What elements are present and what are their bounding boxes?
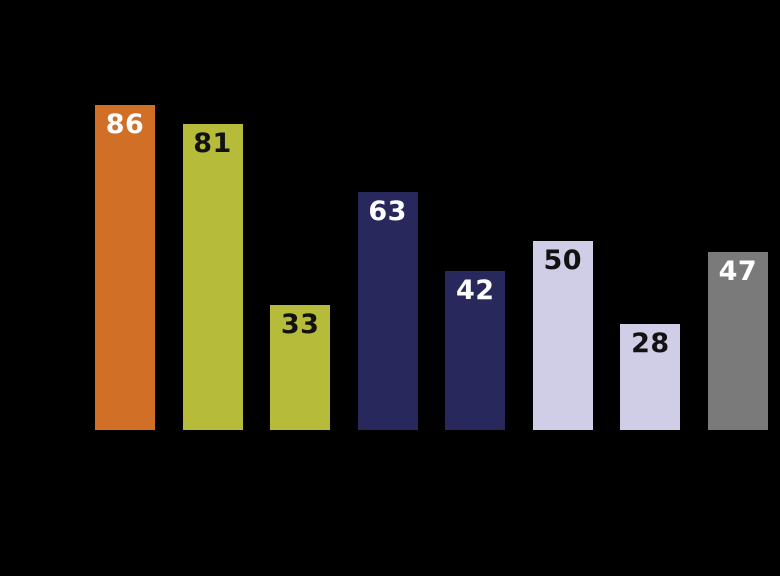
bar: 28 <box>620 324 681 430</box>
bar-value-label: 86 <box>105 109 145 140</box>
bar-value-label: 42 <box>455 275 495 306</box>
bar: 33 <box>270 305 331 430</box>
bar-value-label: 47 <box>718 256 758 287</box>
bar: 63 <box>357 192 418 430</box>
bar-value-label: 33 <box>280 309 320 340</box>
bar-value-label: 63 <box>368 196 407 227</box>
bar: 47 <box>707 252 768 430</box>
bar: 86 <box>95 105 155 430</box>
bar-value-label: 28 <box>631 328 670 359</box>
plot-area: 86 81 33 63 42 50 28 47 <box>95 105 768 430</box>
bar: 42 <box>445 271 506 430</box>
bar: 50 <box>532 241 593 430</box>
bar-value-label: 81 <box>193 128 232 159</box>
bar: 81 <box>182 124 243 430</box>
bar-value-label: 50 <box>543 245 583 276</box>
